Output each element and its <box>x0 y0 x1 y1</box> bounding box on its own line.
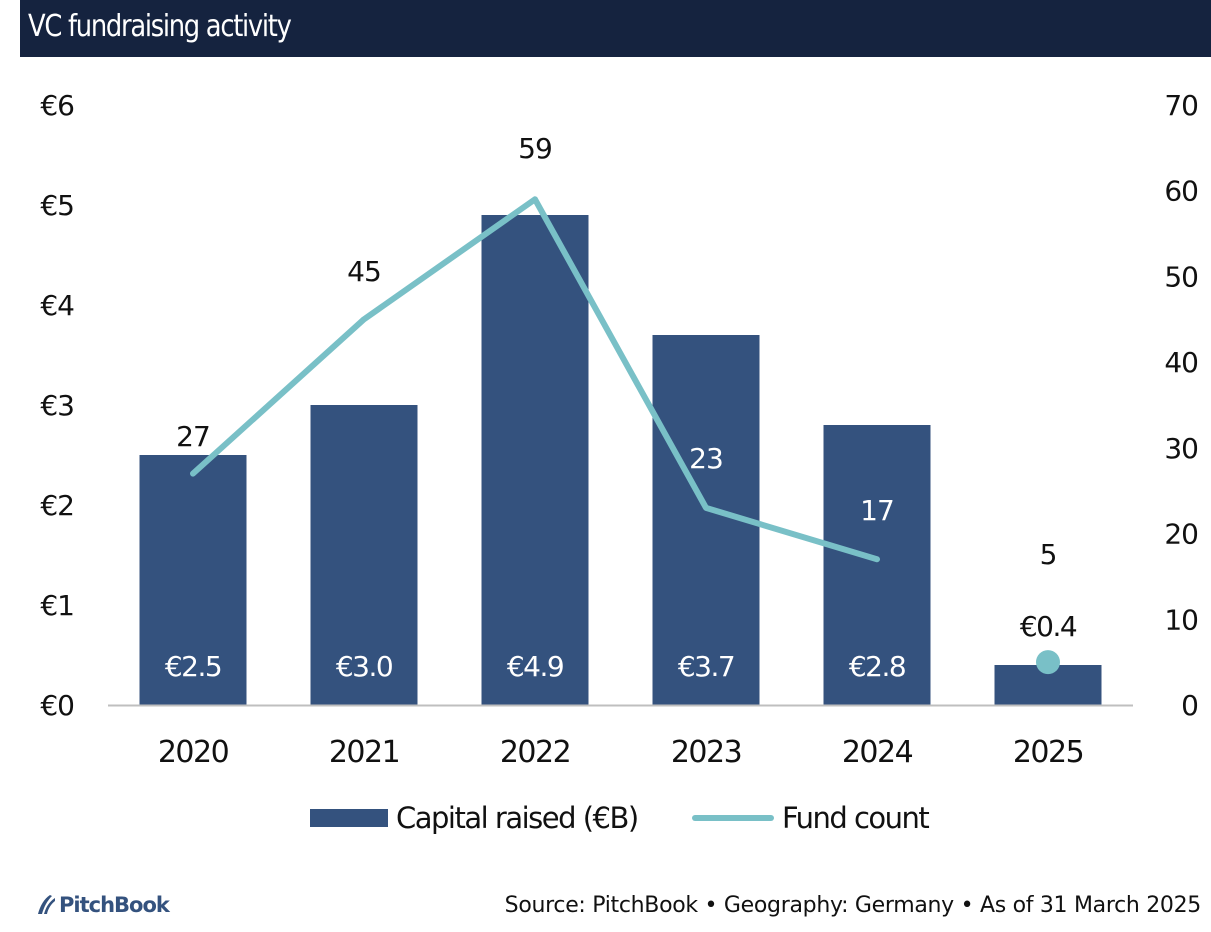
right-axis-tick: 50 <box>1164 260 1198 293</box>
title-bar: VC fundraising activity <box>20 0 1211 57</box>
line-value-label: 5 <box>1040 538 1057 571</box>
bar-2022 <box>481 215 589 705</box>
bar-value-label: €2.5 <box>165 650 221 683</box>
legend-label-fund-count: Fund count <box>782 801 930 835</box>
line-value-label: 59 <box>518 132 552 165</box>
right-axis-tick: 0 <box>1181 689 1198 722</box>
bar-value-label: €3.0 <box>336 650 392 683</box>
right-axis-tick: 40 <box>1164 346 1198 379</box>
legend-swatch-bar <box>310 809 388 827</box>
left-axis-tick: €4 <box>40 289 74 322</box>
bar-2021 <box>310 405 418 705</box>
right-axis-tick: 70 <box>1164 89 1198 122</box>
right-axis-tick: 10 <box>1164 603 1198 636</box>
right-axis-tick: 20 <box>1164 518 1198 551</box>
x-axis-category: 2025 <box>1013 735 1083 770</box>
pitchbook-logo-icon <box>38 895 55 914</box>
x-axis-category: 2022 <box>500 735 570 770</box>
line-value-label: 23 <box>689 442 723 475</box>
bar-2024 <box>823 425 931 705</box>
legend-item-capital: Capital raised (€B) <box>310 796 639 840</box>
left-axis-tick: €6 <box>40 89 74 122</box>
bar-value-label: €0.4 <box>1020 610 1077 643</box>
left-axis-tick: €2 <box>40 489 74 522</box>
logo-text: PitchBook <box>59 893 170 917</box>
legend: Capital raised (€B) Fund count <box>0 796 1211 840</box>
fund-count-marker-2025 <box>1036 650 1060 675</box>
legend-label-capital: Capital raised (€B) <box>396 801 639 835</box>
x-axis-category: 2020 <box>158 735 229 770</box>
right-axis-tick: 60 <box>1164 175 1198 208</box>
right-axis-tick: 30 <box>1164 432 1198 465</box>
line-value-label: 27 <box>176 420 210 453</box>
legend-swatch-line <box>692 815 774 821</box>
left-axis-tick: €0 <box>40 689 74 722</box>
chart: €0 €1 €2 €3 €4 €5 €6 0 10 20 30 40 50 60 70 €2.5 €3.0 €4.… <box>40 89 1199 770</box>
legend-item-fund-count: Fund count <box>692 796 930 840</box>
x-axis-category: 2024 <box>842 735 913 770</box>
bar-value-label: €2.8 <box>849 650 905 683</box>
left-axis-tick: €1 <box>40 589 74 622</box>
pitchbook-logo: PitchBook <box>36 893 170 917</box>
line-value-label: 17 <box>860 494 894 527</box>
bar-2020 <box>139 455 247 705</box>
chart-title: VC fundraising activity <box>28 9 292 44</box>
line-value-label: 45 <box>347 255 381 288</box>
x-axis-category: 2023 <box>671 735 741 770</box>
bar-value-label: €3.7 <box>678 650 734 683</box>
left-axis-tick: €5 <box>40 189 74 222</box>
left-axis-tick: €3 <box>40 389 74 422</box>
x-axis-category: 2021 <box>329 735 399 770</box>
bar-value-label: €4.9 <box>507 650 563 683</box>
source-note: Source: PitchBook • Geography: Germany •… <box>504 893 1202 918</box>
